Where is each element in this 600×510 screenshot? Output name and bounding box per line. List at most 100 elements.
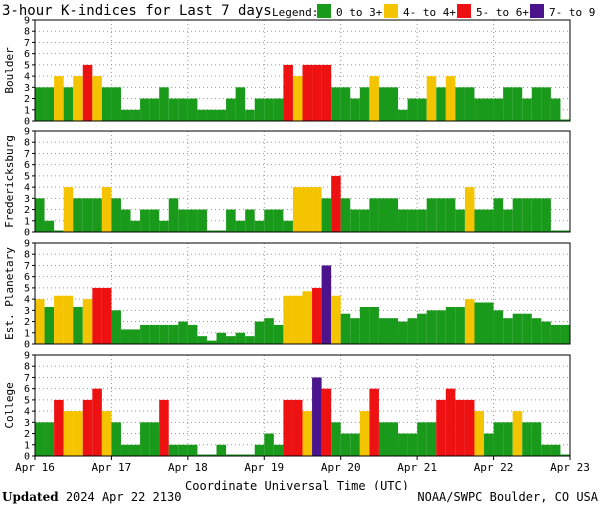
k-bar (140, 98, 150, 121)
k-bar (159, 399, 169, 456)
x-tick-label: Apr 18 (168, 461, 208, 474)
k-bar (245, 209, 255, 232)
x-tick-label: Apr 22 (474, 461, 514, 474)
k-bar (302, 187, 313, 232)
y-tick-label: 9 (24, 16, 30, 27)
k-bar (407, 98, 418, 121)
k-bar (283, 220, 293, 232)
k-bar (197, 454, 207, 456)
k-bar (130, 220, 141, 232)
k-bar (484, 98, 494, 121)
k-bar (512, 198, 523, 232)
k-bar (226, 454, 236, 456)
k-bar (120, 444, 131, 456)
k-bar (168, 324, 179, 344)
y-tick-label: 8 (24, 138, 30, 149)
k-bar (149, 422, 160, 456)
y-tick-label: 4 (24, 407, 30, 418)
y-tick-label: 8 (24, 362, 30, 373)
k-bar (149, 209, 160, 232)
k-bar (369, 388, 379, 456)
credit-line: NOAA/SWPC Boulder, CO USA (417, 490, 598, 504)
x-tick-label: Apr 17 (92, 461, 132, 474)
y-tick-label: 7 (24, 149, 30, 160)
k-bar (321, 388, 332, 456)
k-bar (560, 230, 570, 232)
k-bar (302, 64, 313, 121)
k-bar (503, 209, 513, 232)
k-bar (254, 321, 265, 344)
y-tick-label: 9 (24, 239, 30, 250)
k-bar (512, 411, 523, 456)
k-bar (235, 87, 246, 121)
k-bar (273, 209, 284, 232)
k-bar (111, 198, 121, 232)
k-bar (44, 220, 55, 232)
x-axis-label: Coordinate Universal Time (UTC) (185, 479, 409, 490)
y-tick-label: 8 (24, 250, 30, 261)
k-bar (35, 87, 45, 121)
station-panels: 0123456789Boulder0123456789Fredericksbur… (3, 16, 571, 463)
k-bar (187, 324, 198, 344)
k-bar (541, 87, 551, 121)
k-bar (512, 87, 523, 121)
k-bar (426, 310, 437, 344)
k-bar (531, 318, 542, 344)
y-tick-label: 6 (24, 272, 30, 283)
k-bar (340, 433, 351, 456)
k-bar (464, 87, 475, 121)
y-tick-label: 2 (24, 317, 30, 328)
updated-label: Updated (2, 490, 59, 504)
k-bar (197, 209, 207, 232)
k-bar (493, 198, 504, 232)
k-bar (63, 187, 74, 232)
k-bar (120, 209, 131, 232)
k-bar (159, 324, 169, 344)
y-tick-label: 4 (24, 183, 30, 194)
updated-value: 2024 Apr 22 2130 (65, 490, 182, 504)
k-bar (197, 109, 207, 121)
k-bar (312, 64, 322, 121)
k-bar (388, 318, 399, 344)
k-bar (149, 98, 160, 121)
k-bar (178, 444, 188, 456)
k-bar (101, 411, 112, 456)
legend-swatch-yellow (384, 4, 398, 18)
k-bar (455, 87, 465, 121)
k-bar (522, 313, 532, 344)
k-bar (292, 76, 303, 121)
k-bar (216, 109, 227, 121)
k-bar (292, 187, 303, 232)
k-bar (312, 377, 322, 456)
k-bar (92, 388, 102, 456)
bars (35, 265, 570, 344)
k-bar (187, 98, 198, 121)
y-tick-label: 0 (24, 340, 30, 351)
k-bar (474, 209, 485, 232)
y-tick-label: 4 (24, 72, 30, 83)
legend-swatch-green (317, 4, 331, 18)
k-bar (493, 310, 504, 344)
station-name: College (3, 382, 16, 428)
y-tick-label: 3 (24, 83, 30, 94)
k-bar (398, 209, 408, 232)
k-bar (187, 209, 198, 232)
k-bar (312, 187, 322, 232)
k-bar (455, 209, 465, 232)
k-bar (378, 318, 389, 344)
k-bar (550, 324, 561, 344)
y-tick-label: 1 (24, 216, 30, 227)
y-tick-label: 0 (24, 117, 30, 128)
k-bar (216, 230, 227, 232)
y-tick-label: 2 (24, 429, 30, 440)
y-tick-label: 6 (24, 384, 30, 395)
k-bar (178, 98, 188, 121)
panel-frame (34, 130, 571, 233)
k-bar (120, 109, 131, 121)
k-bar (254, 98, 265, 121)
y-tick-label: 4 (24, 295, 30, 306)
legend-entry-2: 4- to 4+ (384, 4, 456, 19)
